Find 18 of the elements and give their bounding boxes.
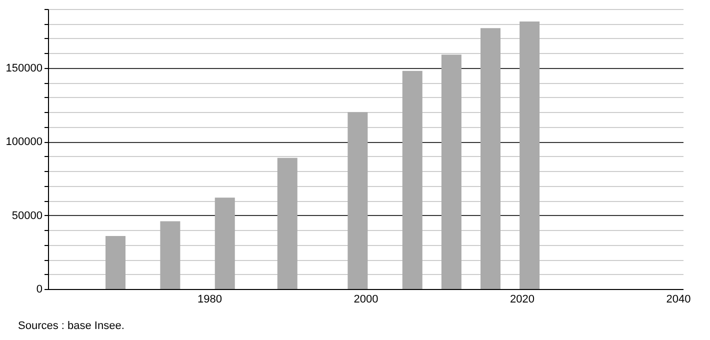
bar bbox=[402, 70, 422, 289]
x-tick-label: 2000 bbox=[354, 294, 378, 306]
x-tick-label: 1980 bbox=[198, 294, 222, 306]
y-tick-label: 0 bbox=[36, 284, 42, 296]
bar bbox=[480, 28, 500, 289]
y-tick-label: 150000 bbox=[6, 62, 42, 74]
bar bbox=[214, 198, 235, 289]
bar bbox=[160, 221, 180, 289]
bar bbox=[348, 112, 368, 289]
x-tick-label: 2020 bbox=[510, 294, 534, 306]
y-tick-label: 50000 bbox=[12, 210, 42, 222]
bar bbox=[520, 22, 540, 289]
bar bbox=[106, 236, 126, 289]
y-tick-label: 100000 bbox=[6, 136, 42, 148]
source-note: Sources : base Insee. bbox=[18, 320, 126, 333]
bar bbox=[277, 158, 298, 289]
bar bbox=[441, 54, 462, 289]
x-tick-label: 2040 bbox=[666, 294, 691, 306]
